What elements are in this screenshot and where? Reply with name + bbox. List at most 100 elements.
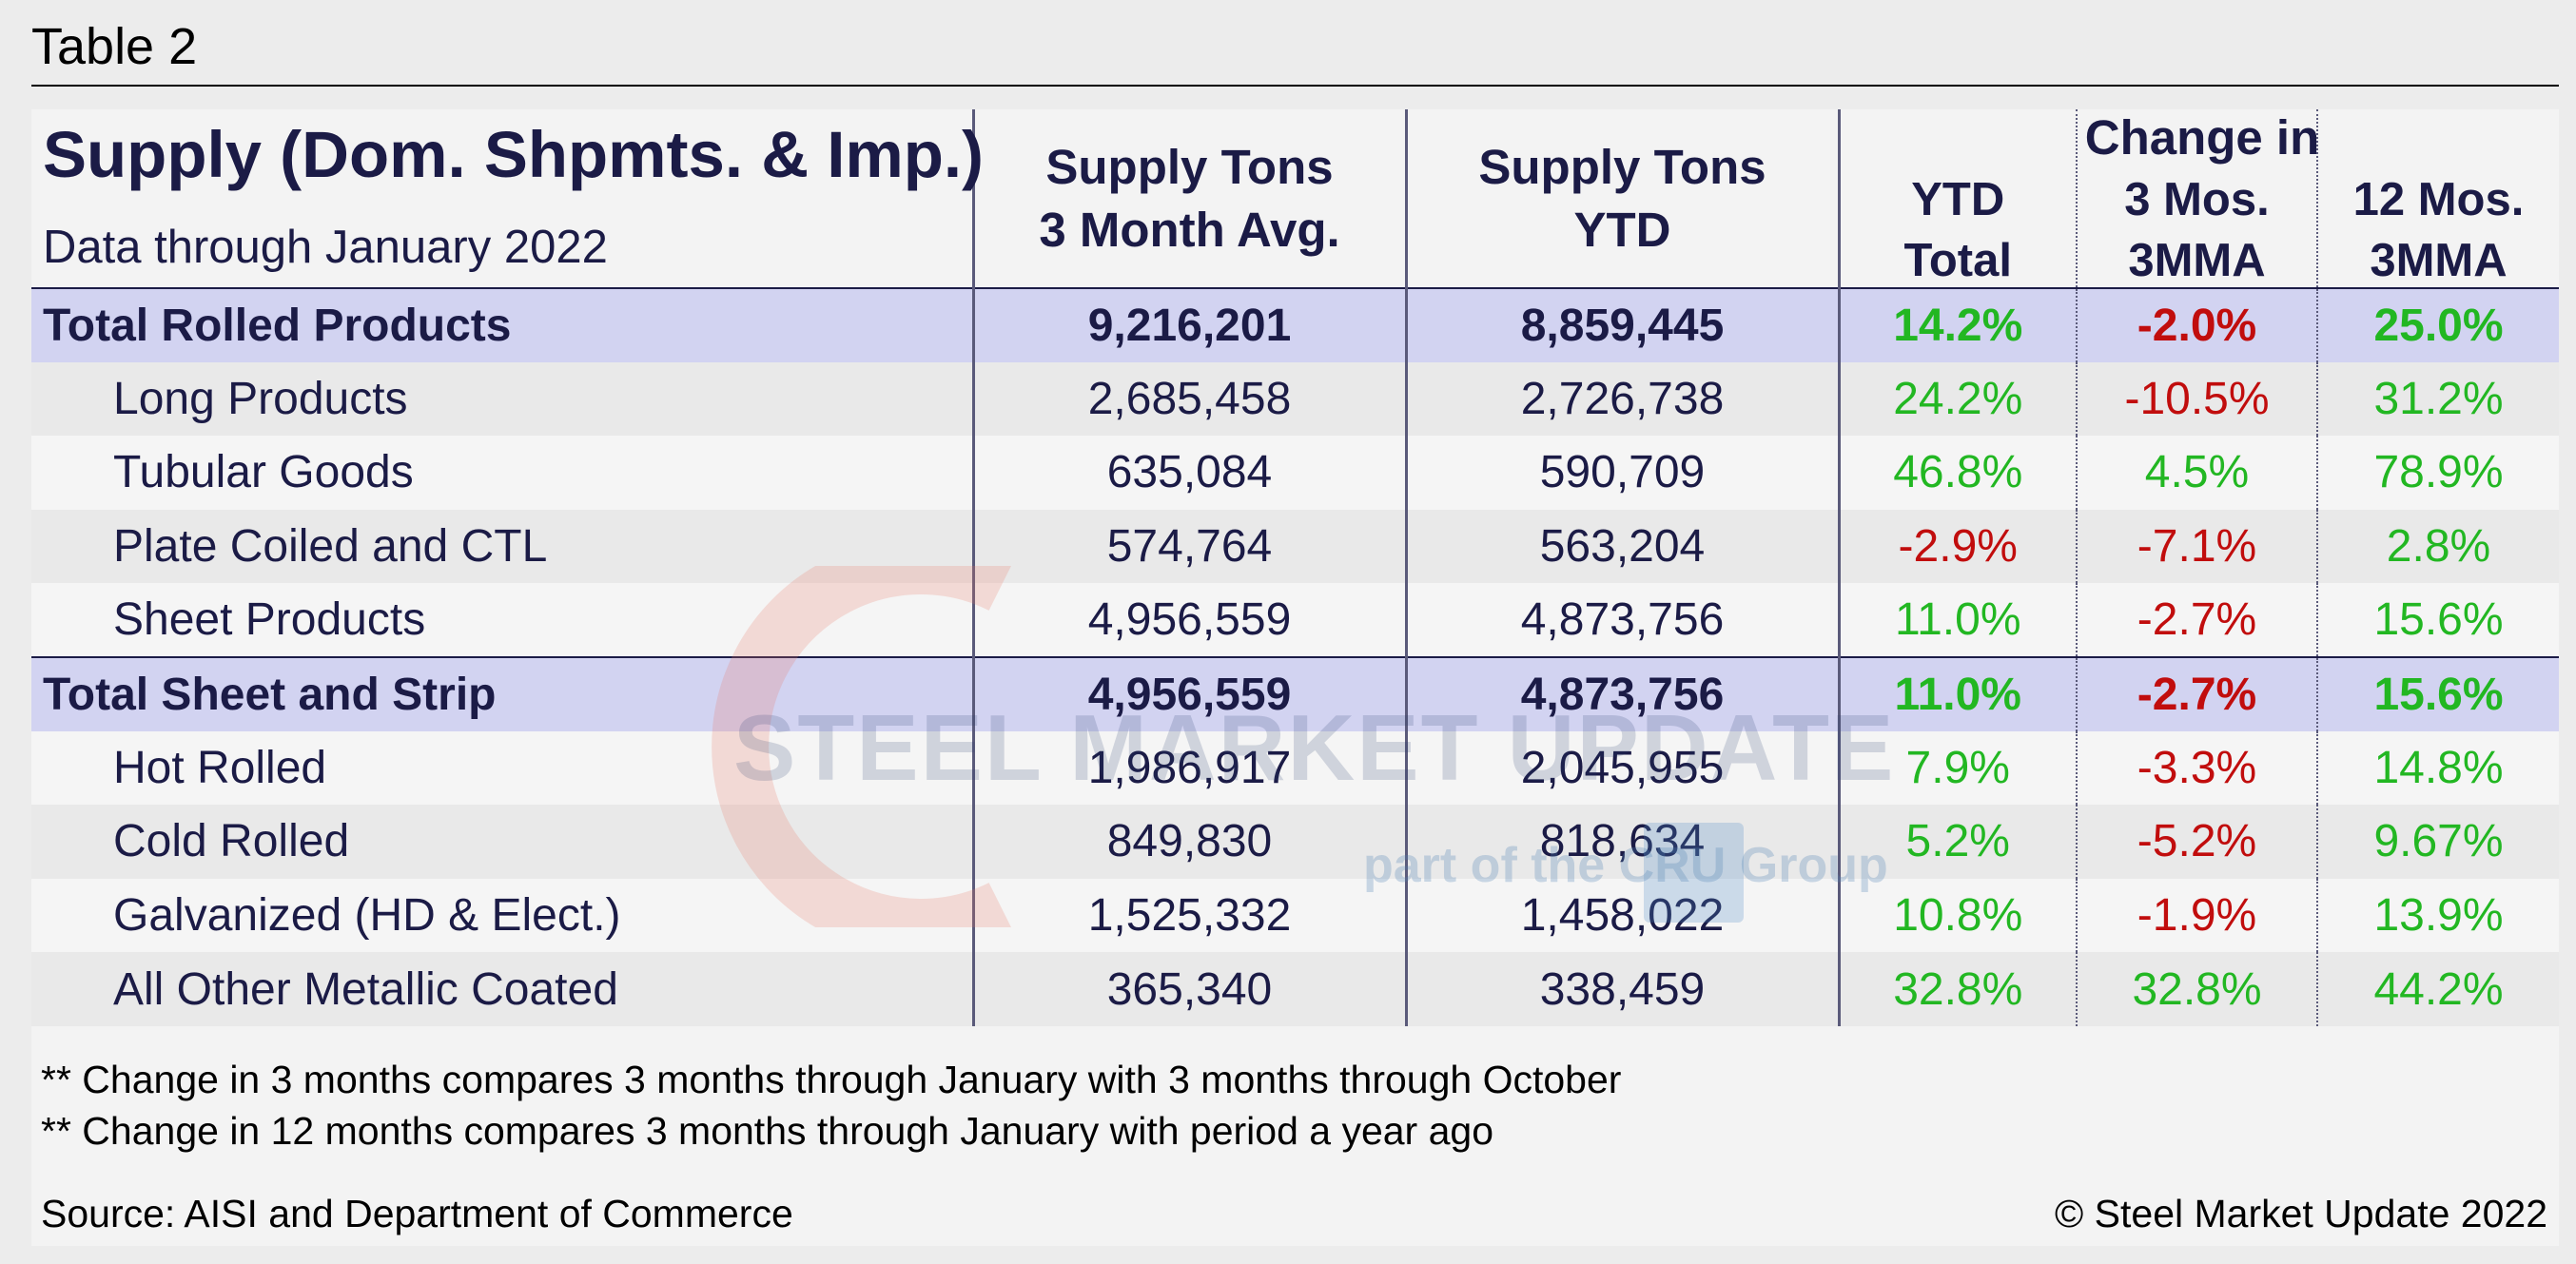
cell-ytd-total: 10.8% — [1837, 878, 2077, 953]
cell-3mos: -2.7% — [2076, 583, 2317, 657]
cell-3mos: -2.0% — [2076, 287, 2317, 362]
cell-ytd-total: 11.0% — [1837, 655, 2077, 731]
table-row: Sheet Products 4,956,559 4,873,756 11.0% -2.… — [31, 583, 2559, 657]
cell-ytd-total: 32.8% — [1837, 952, 2077, 1026]
cell-3mos: -7.1% — [2076, 509, 2317, 584]
header-12mos-line2: 3MMA — [2370, 235, 2508, 286]
row-label: Total Rolled Products — [31, 287, 973, 362]
cell-3mos: 4.5% — [2076, 436, 2317, 510]
header-supply-ytd-line1: Supply Tons — [1478, 140, 1766, 194]
footnote-3-months: ** Change in 3 months compares 3 months … — [41, 1058, 1622, 1101]
cell-ytd-total: 24.2% — [1837, 361, 2077, 437]
header-supply-ytd: Supply Tons YTD — [1404, 109, 1839, 288]
header-3mos-line1: 3 Mos. — [2124, 174, 2270, 225]
cell-12mos: 13.9% — [2316, 878, 2559, 953]
cell-ytd-total: 7.9% — [1837, 730, 2077, 806]
cell-supply-ytd: 563,204 — [1404, 509, 1839, 584]
table-row: All Other Metallic Coated 365,340 338,459 3… — [31, 952, 2559, 1026]
row-label: All Other Metallic Coated — [31, 952, 973, 1026]
table-row: Plate Coiled and CTL 574,764 563,204 -2.9% -… — [31, 509, 2559, 584]
cell-supply-ytd: 2,726,738 — [1404, 361, 1839, 437]
cell-supply-ytd: 338,459 — [1404, 952, 1839, 1026]
cell-supply-3m: 2,685,458 — [971, 361, 1406, 437]
cell-3mos: -2.7% — [2076, 655, 2317, 731]
footnote-12-months: ** Change in 12 months compares 3 months… — [41, 1109, 1494, 1153]
cell-12mos: 15.6% — [2316, 655, 2559, 731]
cell-3mos: 32.8% — [2076, 952, 2317, 1026]
cell-supply-3m: 9,216,201 — [971, 287, 1406, 362]
header-ytd-total: Change in YTD Total — [1837, 109, 2319, 288]
cell-supply-3m: 365,340 — [971, 952, 1406, 1026]
cell-supply-ytd: 4,873,756 — [1404, 583, 1839, 657]
header-supply-3m: Supply Tons 3 Month Avg. — [971, 109, 1406, 288]
row-label: Plate Coiled and CTL — [31, 509, 973, 584]
footnotes: ** Change in 3 months compares 3 months … — [41, 1054, 1621, 1157]
row-label: Sheet Products — [31, 583, 973, 657]
table-row: Galvanized (HD & Elect.) 1,525,332 1,458,0… — [31, 878, 2559, 953]
cell-3mos: -10.5% — [2076, 361, 2317, 437]
table-row: Tubular Goods 635,084 590,709 46.8% 4.5% 78.9… — [31, 436, 2559, 510]
cell-12mos: 25.0% — [2316, 287, 2559, 362]
cell-12mos: 14.8% — [2316, 730, 2559, 806]
table-title: Supply (Dom. Shpmts. & Imp.) — [43, 118, 985, 191]
cell-supply-ytd: 818,634 — [1404, 805, 1839, 879]
header-12mos: 12 Mos. 3MMA — [2316, 109, 2559, 288]
cell-3mos: -5.2% — [2076, 805, 2317, 879]
table-row: Total Sheet and Strip 4,956,559 4,873,756 1… — [31, 655, 2559, 731]
row-label: Long Products — [31, 361, 973, 437]
cell-12mos: 9.67% — [2316, 805, 2559, 879]
row-label: Galvanized (HD & Elect.) — [31, 878, 973, 953]
row-label: Total Sheet and Strip — [31, 655, 973, 731]
cell-12mos: 31.2% — [2316, 361, 2559, 437]
cell-3mos: -3.3% — [2076, 730, 2317, 806]
table-row: Hot Rolled 1,986,917 2,045,955 7.9% -3.3% 14.… — [31, 730, 2559, 806]
table-row: Total Rolled Products 9,216,201 8,859,445 1… — [31, 287, 2559, 362]
header-supply-3m-line1: Supply Tons — [1045, 140, 1334, 194]
table-row: Long Products 2,685,458 2,726,738 24.2% -10.… — [31, 361, 2559, 437]
cell-supply-3m: 1,525,332 — [971, 878, 1406, 953]
cell-supply-ytd: 2,045,955 — [1404, 730, 1839, 806]
header-ytd-line2: Total — [1903, 235, 2012, 286]
cell-3mos: -1.9% — [2076, 878, 2317, 953]
cell-ytd-total: 5.2% — [1837, 805, 2077, 879]
cell-supply-3m: 574,764 — [971, 509, 1406, 584]
cell-ytd-total: 11.0% — [1837, 583, 2077, 657]
table-body: Total Rolled Products 9,216,201 8,859,445 1… — [31, 287, 2559, 1026]
cell-supply-ytd: 8,859,445 — [1404, 287, 1839, 362]
header-3mos-line2: 3MMA — [2128, 235, 2266, 286]
table-header-row: Supply (Dom. Shpmts. & Imp.) Data throug… — [31, 109, 2559, 288]
cell-ytd-total: 14.2% — [1837, 287, 2077, 362]
cell-supply-ytd: 590,709 — [1404, 436, 1839, 510]
cell-12mos: 78.9% — [2316, 436, 2559, 510]
cell-supply-ytd: 4,873,756 — [1404, 655, 1839, 731]
cell-supply-ytd: 1,458,022 — [1404, 878, 1839, 953]
header-ytd-line1: YTD — [1911, 174, 2005, 225]
cell-ytd-total: -2.9% — [1837, 509, 2077, 584]
table-row: Cold Rolled 849,830 818,634 5.2% -5.2% 9.67% — [31, 805, 2559, 879]
figure-title: Table 2 — [31, 18, 198, 75]
cell-supply-3m: 1,986,917 — [971, 730, 1406, 806]
cell-12mos: 44.2% — [2316, 952, 2559, 1026]
row-label: Cold Rolled — [31, 805, 973, 879]
table-subtitle: Data through January 2022 — [43, 222, 608, 273]
copyright-note: © Steel Market Update 2022 — [2055, 1192, 2547, 1235]
table-area: Supply (Dom. Shpmts. & Imp.) Data throug… — [31, 109, 2559, 1246]
cell-supply-3m: 849,830 — [971, 805, 1406, 879]
cell-ytd-total: 46.8% — [1837, 436, 2077, 510]
row-label: Tubular Goods — [31, 436, 973, 510]
cell-12mos: 2.8% — [2316, 509, 2559, 584]
header-12mos-line1: 12 Mos. — [2352, 174, 2525, 225]
source-note: Source: AISI and Department of Commerce — [41, 1192, 793, 1235]
supply-table: Supply (Dom. Shpmts. & Imp.) Data throug… — [31, 109, 2559, 1026]
cell-supply-3m: 635,084 — [971, 436, 1406, 510]
header-supply-3m-line2: 3 Month Avg. — [1039, 203, 1340, 257]
title-divider — [31, 85, 2559, 87]
row-label: Hot Rolled — [31, 730, 973, 806]
header-supply-ytd-line2: YTD — [1573, 203, 1671, 257]
header-title-cell: Supply (Dom. Shpmts. & Imp.) Data throug… — [31, 109, 984, 288]
cell-supply-3m: 4,956,559 — [971, 583, 1406, 657]
cell-12mos: 15.6% — [2316, 583, 2559, 657]
cell-supply-3m: 4,956,559 — [971, 655, 1406, 731]
header-3mos: 3 Mos. 3MMA — [2076, 109, 2317, 288]
